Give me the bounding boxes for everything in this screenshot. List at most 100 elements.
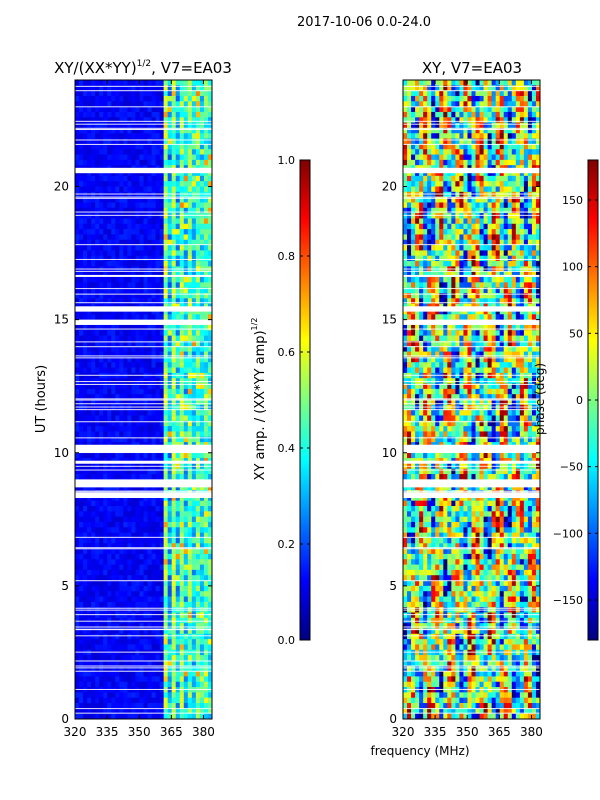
heat-cell — [415, 127, 420, 134]
heat-cell — [119, 591, 124, 597]
heat-cell — [107, 362, 112, 368]
heat-cell — [167, 617, 173, 624]
heat-cell — [167, 127, 173, 134]
heat-cell — [195, 713, 201, 720]
heat-cell — [199, 159, 205, 166]
heat-cell — [147, 703, 152, 709]
heat-cell — [103, 452, 108, 459]
heat-cell — [207, 293, 213, 299]
heat-cell — [167, 324, 173, 331]
heat-cell — [79, 149, 84, 155]
heat-cell — [155, 271, 161, 278]
heat-cell — [195, 553, 201, 560]
heat-cell — [527, 133, 533, 139]
heat-cell — [515, 117, 521, 124]
heat-cell — [491, 186, 497, 193]
heat-cell — [131, 149, 136, 155]
heat-cell — [119, 213, 124, 219]
heat-cell — [203, 186, 209, 193]
heat-cell — [123, 591, 128, 597]
flagged-row — [75, 167, 212, 174]
heat-cell — [75, 676, 80, 683]
heat-cell — [119, 85, 124, 92]
heat-cell — [99, 80, 104, 86]
heat-cell — [151, 692, 156, 699]
heat-cell — [91, 596, 96, 603]
heat-cell — [511, 122, 517, 129]
heat-cell — [83, 708, 88, 715]
heat-cell — [507, 149, 513, 155]
heat-cell — [163, 191, 169, 198]
heat-cell — [471, 181, 476, 187]
heat-cell — [175, 623, 181, 629]
heat-cell — [195, 127, 201, 134]
heat-cell — [115, 655, 120, 661]
heat-cell — [427, 138, 432, 145]
heat-cell — [119, 218, 124, 225]
heat-cell — [139, 250, 144, 257]
heat-cell — [95, 282, 100, 289]
heat-cell — [199, 671, 205, 677]
heat-cell — [151, 378, 156, 384]
heat-cell — [447, 181, 452, 187]
heat-cell — [531, 191, 537, 198]
heat-cell — [87, 553, 92, 560]
heat-cell — [191, 495, 197, 502]
heat-cell — [159, 133, 165, 139]
heat-cell — [123, 511, 128, 518]
heat-cell — [139, 474, 144, 480]
heat-cell — [411, 117, 416, 124]
heat-cell — [483, 175, 489, 182]
heat-cell — [139, 298, 144, 305]
heat-cell — [179, 692, 185, 699]
heat-cell — [203, 277, 209, 283]
heat-cell — [187, 154, 193, 161]
heat-cell — [199, 681, 205, 688]
heat-cell — [163, 633, 169, 640]
flagged-line — [75, 660, 212, 662]
heat-cell — [531, 138, 537, 145]
heat-cell — [523, 80, 529, 86]
heat-cell — [119, 234, 124, 241]
heat-cell — [179, 287, 185, 294]
heat-cell — [143, 101, 148, 108]
heat-cell — [159, 202, 165, 209]
heat-cell — [175, 229, 181, 235]
heat-cell — [167, 261, 173, 267]
heat-cell — [119, 511, 124, 518]
heat-cell — [119, 575, 124, 581]
heat-cell — [207, 399, 213, 406]
heat-cell — [199, 106, 205, 113]
heat-cell — [207, 175, 213, 182]
heat-cell — [99, 383, 104, 390]
heat-cell — [187, 218, 193, 225]
heat-cell — [175, 564, 181, 571]
heat-cell — [167, 452, 173, 459]
heat-cell — [187, 181, 193, 187]
heat-cell — [143, 234, 148, 241]
heat-cell — [95, 378, 100, 384]
heat-cell — [151, 293, 156, 299]
heat-cell — [515, 101, 521, 108]
heat-cell — [167, 436, 173, 443]
heat-cell — [155, 197, 161, 203]
heat-cell — [111, 229, 116, 235]
heat-cell — [111, 644, 116, 651]
heat-cell — [123, 468, 128, 475]
heat-cell — [111, 143, 116, 150]
heat-cell — [79, 612, 84, 619]
heat-cell — [187, 516, 193, 523]
heat-cell — [135, 127, 140, 134]
heat-cell — [75, 362, 80, 368]
heat-cell — [159, 639, 165, 645]
heat-cell — [75, 410, 80, 416]
heat-cell — [87, 703, 92, 709]
heat-cell — [195, 170, 201, 177]
heat-cell — [123, 404, 128, 411]
heat-cell — [207, 367, 213, 374]
heat-cell — [83, 436, 88, 443]
heat-cell — [155, 80, 161, 86]
heat-cell — [151, 127, 156, 134]
heat-cell — [187, 101, 193, 108]
heat-cell — [163, 506, 169, 512]
